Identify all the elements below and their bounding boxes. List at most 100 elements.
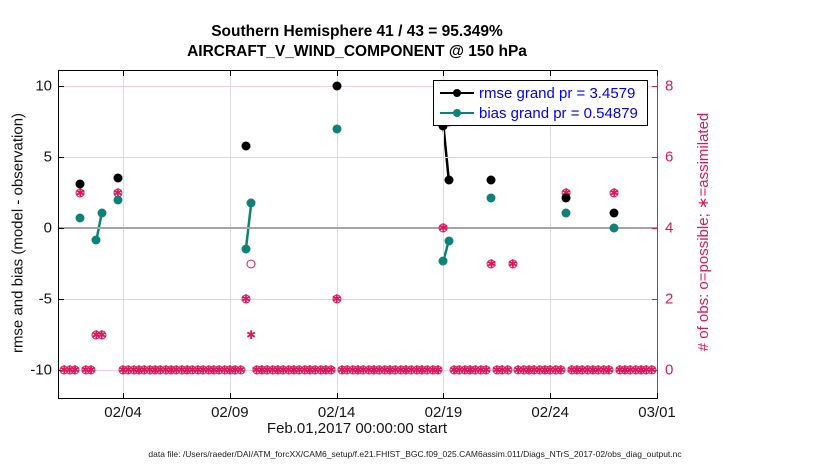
obs-assimilated-marker: ✱ — [134, 363, 145, 378]
obs-assimilated-marker: ✱ — [187, 363, 198, 378]
obs-assimilated-marker: ✱ — [635, 363, 646, 378]
x-axis-tick — [123, 393, 125, 398]
obs-assimilated-marker: ✱ — [609, 185, 620, 200]
obs-assimilated-marker: ✱ — [427, 363, 438, 378]
obs-assimilated-marker: ✱ — [59, 363, 70, 378]
obs-assimilated-marker: ✱ — [561, 185, 572, 200]
x-tick-label: 02/04 — [104, 404, 142, 421]
obs-assimilated-marker: ✱ — [619, 363, 630, 378]
obs-assimilated-marker: ✱ — [208, 363, 219, 378]
obs-assimilated-marker: ✱ — [422, 363, 433, 378]
obs-assimilated-marker: ✱ — [507, 256, 518, 271]
obs-assimilated-marker: ✱ — [385, 363, 396, 378]
obs-assimilated-marker: ✱ — [80, 363, 91, 378]
x-tick-label: 03/01 — [638, 404, 676, 421]
obs-possible-marker — [236, 365, 246, 375]
chart-title-line2: AIRCRAFT_V_WIND_COMPONENT @ 150 hPa — [187, 43, 527, 60]
obs-assimilated-marker: ✱ — [304, 363, 315, 378]
y-tick-label-right: 6 — [665, 148, 674, 166]
x-axis-tick — [443, 393, 445, 398]
obs-assimilated-marker: ✱ — [144, 363, 155, 378]
obs-assimilated-marker: ✱ — [368, 363, 380, 378]
y-axis-tick-right — [652, 86, 657, 88]
bias-point — [246, 198, 256, 208]
obs-assimilated-marker: ✱ — [401, 363, 412, 378]
gridline-horizontal — [59, 299, 657, 301]
obs-possible-marker — [486, 259, 496, 269]
chart-title-line1: Southern Hemisphere 41 / 43 = 95.349% — [211, 23, 503, 40]
obs-assimilated-marker: ✱ — [518, 363, 529, 378]
obs-assimilated-marker: ✱ — [123, 363, 134, 378]
obs-assimilated-marker: ✱ — [459, 363, 470, 378]
obs-assimilated-marker: ✱ — [198, 363, 209, 378]
obs-assimilated-marker: ✱ — [363, 363, 374, 378]
rmse-marker-sample — [453, 89, 461, 97]
obs-assimilated-marker: ✱ — [272, 363, 283, 378]
obs-assimilated-marker: ✱ — [64, 363, 75, 378]
obs-possible-marker — [604, 365, 614, 375]
obs-assimilated-marker: ✱ — [230, 363, 241, 378]
obs-assimilated-marker: ✱ — [438, 221, 449, 236]
obs-assimilated-marker: ✱ — [598, 363, 609, 378]
obs-assimilated-marker: ✱ — [347, 363, 358, 378]
obs-assimilated-marker: ✱ — [491, 363, 502, 378]
rmse-point — [113, 173, 123, 183]
obs-assimilated-marker: ✱ — [529, 363, 540, 378]
bias-point — [444, 236, 454, 246]
obs-assimilated-marker: ✱ — [278, 363, 289, 378]
plot-area: rmse grand pr = 3.4579 bias grand pr = 0… — [30, 70, 676, 421]
x-axis-tick — [550, 393, 552, 398]
obs-assimilated-marker: ✱ — [358, 363, 369, 378]
gridline-horizontal — [59, 157, 657, 159]
series-line-segment — [246, 203, 251, 249]
y-axis-tick-left — [59, 157, 64, 159]
obs-assimilated-marker: ✱ — [433, 363, 444, 378]
obs-assimilated-marker: ✱ — [139, 363, 150, 378]
bias-point — [561, 208, 571, 218]
gridline-vertical — [443, 71, 445, 398]
y-axis-tick-left — [59, 228, 64, 230]
x-axis-tick — [336, 393, 338, 398]
gridline-horizontal — [59, 86, 657, 88]
zero-reference-line — [59, 227, 657, 230]
x-axis-tick-top — [336, 71, 338, 76]
obs-assimilated-marker: ✱ — [454, 363, 465, 378]
obs-assimilated-marker: ✱ — [646, 363, 657, 378]
gridline-vertical — [123, 71, 125, 398]
obs-assimilated-marker: ✱ — [160, 363, 171, 378]
obs-assimilated-marker: ✱ — [374, 363, 385, 378]
obs-assimilated-marker: ✱ — [176, 363, 187, 378]
obs-assimilated-marker: ✱ — [641, 363, 652, 378]
obs-possible-marker — [326, 365, 336, 375]
obs-assimilated-marker: ✱ — [235, 363, 246, 378]
bias-point — [113, 195, 123, 205]
obs-assimilated-marker: ✱ — [182, 363, 193, 378]
obs-assimilated-marker: ✱ — [192, 363, 203, 378]
x-axis-tick-top — [657, 71, 658, 76]
rmse-point — [332, 81, 342, 91]
obs-assimilated-marker: ✱ — [587, 363, 598, 378]
obs-assimilated-marker: ✱ — [475, 363, 486, 378]
obs-assimilated-marker: ✱ — [69, 363, 81, 378]
obs-assimilated-marker: ✱ — [128, 363, 139, 378]
y-axis-tick-right — [652, 228, 657, 230]
bias-point — [75, 213, 85, 223]
obs-assimilated-marker: ✱ — [465, 363, 476, 378]
obs-assimilated-marker: ✱ — [86, 363, 97, 378]
obs-assimilated-marker: ✱ — [545, 363, 556, 378]
obs-assimilated-marker: ✱ — [625, 363, 636, 378]
obs-possible-marker — [556, 365, 566, 375]
obs-assimilated-marker: ✱ — [91, 327, 102, 342]
rmse-line-sample — [440, 89, 474, 97]
rmse-point — [75, 179, 85, 189]
legend: rmse grand pr = 3.4579 bias grand pr = 0… — [433, 80, 648, 126]
obs-assimilated-marker: ✱ — [603, 363, 614, 378]
y-axis-tick-right — [652, 157, 657, 159]
bias-point — [332, 124, 342, 134]
y-tick-label-left: -5 — [38, 290, 52, 308]
bias-point — [91, 235, 101, 245]
obs-assimilated-marker: ✱ — [342, 363, 353, 378]
obs-possible-marker — [75, 188, 85, 198]
obs-assimilated-marker: ✱ — [406, 363, 417, 378]
y-tick-label-right: 0 — [665, 361, 674, 379]
